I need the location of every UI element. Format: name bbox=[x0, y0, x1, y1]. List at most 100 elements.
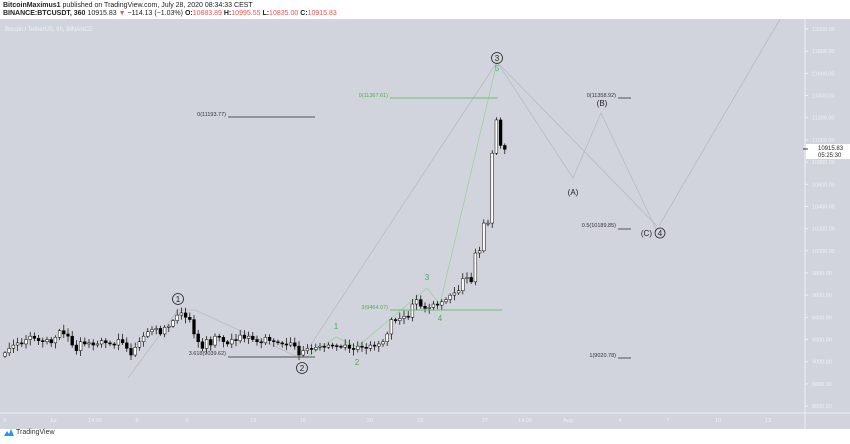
candle-body[interactable] bbox=[473, 252, 478, 283]
candle-body[interactable] bbox=[503, 145, 507, 150]
candle-body[interactable] bbox=[280, 342, 284, 345]
candle-body[interactable] bbox=[347, 344, 352, 349]
candle-body[interactable] bbox=[431, 303, 436, 308]
candle-body[interactable] bbox=[74, 344, 79, 351]
candle-body[interactable] bbox=[137, 341, 142, 348]
candle-body[interactable] bbox=[62, 330, 66, 335]
candle-body[interactable] bbox=[120, 339, 125, 344]
candle-body[interactable] bbox=[482, 222, 486, 252]
candle-body[interactable] bbox=[486, 222, 490, 225]
candle-body[interactable] bbox=[377, 343, 381, 347]
candle-body[interactable] bbox=[133, 347, 137, 356]
candle-body[interactable] bbox=[389, 319, 394, 335]
candle-body[interactable] bbox=[108, 342, 112, 345]
candle-body[interactable] bbox=[410, 303, 415, 318]
candle-body[interactable] bbox=[183, 312, 188, 318]
candle-body[interactable] bbox=[112, 343, 116, 346]
candle-body[interactable] bbox=[360, 345, 364, 348]
candle-body[interactable] bbox=[221, 337, 226, 342]
candle-body[interactable] bbox=[398, 318, 402, 321]
candle-body[interactable] bbox=[20, 342, 24, 345]
candle-body[interactable] bbox=[99, 340, 104, 345]
candle-body[interactable] bbox=[448, 294, 452, 300]
candle-body[interactable] bbox=[255, 339, 259, 342]
candle-body[interactable] bbox=[41, 340, 45, 342]
candle-body[interactable] bbox=[209, 339, 213, 346]
candle-body[interactable] bbox=[70, 335, 74, 346]
candle-body[interactable] bbox=[146, 331, 150, 337]
candle-body[interactable] bbox=[11, 344, 16, 349]
candle-body[interactable] bbox=[259, 341, 263, 344]
candle-body[interactable] bbox=[87, 342, 91, 345]
candle-body[interactable] bbox=[297, 345, 301, 356]
candle-body[interactable] bbox=[343, 344, 347, 348]
chart-area[interactable]: Bitcoin / TetherUS, 6h, BINANCE 12000.00… bbox=[0, 18, 850, 429]
candle-body[interactable] bbox=[24, 339, 28, 345]
candle-body[interactable] bbox=[7, 348, 11, 354]
candle-body[interactable] bbox=[204, 339, 209, 349]
candle-body[interactable] bbox=[364, 347, 368, 349]
candle-body[interactable] bbox=[45, 339, 49, 342]
candle-body[interactable] bbox=[213, 335, 217, 346]
candle-body[interactable] bbox=[356, 345, 360, 350]
candle-body[interactable] bbox=[322, 345, 326, 348]
candle-body[interactable] bbox=[276, 341, 280, 344]
candle-body[interactable] bbox=[158, 328, 163, 335]
candle-body[interactable] bbox=[452, 292, 457, 296]
candle-body[interactable] bbox=[234, 339, 238, 341]
candle-body[interactable] bbox=[78, 341, 83, 351]
candle-body[interactable] bbox=[116, 339, 121, 346]
candle-body[interactable] bbox=[440, 301, 444, 306]
candle-body[interactable] bbox=[196, 333, 200, 342]
candle-body[interactable] bbox=[129, 348, 133, 356]
candle-body[interactable] bbox=[494, 119, 499, 154]
candle-body[interactable] bbox=[419, 299, 423, 307]
candle-body[interactable] bbox=[335, 345, 339, 347]
candle-body[interactable] bbox=[351, 348, 356, 350]
candle-body[interactable] bbox=[217, 335, 221, 338]
candle-body[interactable] bbox=[225, 341, 230, 345]
candle-body[interactable] bbox=[230, 339, 234, 345]
candle-body[interactable] bbox=[381, 341, 385, 345]
candle-body[interactable] bbox=[36, 338, 41, 341]
candle-body[interactable] bbox=[435, 303, 440, 306]
candle-body[interactable] bbox=[246, 335, 251, 339]
candle-body[interactable] bbox=[314, 347, 318, 350]
candle-body[interactable] bbox=[167, 325, 171, 328]
candle-body[interactable] bbox=[477, 250, 482, 254]
candle-body[interactable] bbox=[242, 334, 247, 339]
candle-body[interactable] bbox=[339, 345, 343, 348]
candle-body[interactable] bbox=[263, 337, 268, 344]
candle-body[interactable] bbox=[200, 341, 205, 349]
candle-body[interactable] bbox=[179, 312, 184, 316]
candle-body[interactable] bbox=[326, 344, 331, 348]
candle-body[interactable] bbox=[192, 319, 196, 335]
candle-body[interactable] bbox=[53, 337, 58, 344]
candle-body[interactable] bbox=[3, 352, 7, 357]
candles[interactable] bbox=[3, 117, 507, 361]
candle-body[interactable] bbox=[150, 329, 154, 333]
candle-body[interactable] bbox=[251, 335, 255, 340]
tradingview-branding[interactable]: TradingView bbox=[4, 429, 55, 436]
candle-body[interactable] bbox=[288, 342, 293, 346]
candle-body[interactable] bbox=[284, 343, 289, 346]
publisher-name[interactable]: BitcoinMaximus1 bbox=[3, 2, 61, 9]
candle-body[interactable] bbox=[423, 306, 427, 309]
candle-body[interactable] bbox=[238, 334, 242, 341]
candle-body[interactable] bbox=[318, 345, 322, 348]
candle-body[interactable] bbox=[141, 335, 146, 342]
candle-body[interactable] bbox=[305, 348, 310, 351]
candle-body[interactable] bbox=[162, 327, 167, 335]
price-axis[interactable]: 12000.00 11800.00 11600.00 11400.00 11200.00… bbox=[805, 27, 835, 410]
candle-body[interactable] bbox=[272, 340, 276, 342]
candle-body[interactable] bbox=[49, 339, 53, 344]
candle-body[interactable] bbox=[385, 333, 389, 342]
candle-body[interactable] bbox=[465, 277, 469, 279]
candle-body[interactable] bbox=[104, 340, 108, 344]
candle-body[interactable] bbox=[32, 335, 37, 339]
time-axis[interactable]: 8 Jul 14:00 6 9 13 16 20 23 27 14:00 Aug 4 7 10 13 bbox=[3, 418, 771, 424]
candle-body[interactable] bbox=[171, 320, 175, 327]
candle-body[interactable] bbox=[498, 119, 503, 146]
candle-body[interactable] bbox=[154, 328, 158, 330]
candle-body[interactable] bbox=[461, 278, 465, 291]
